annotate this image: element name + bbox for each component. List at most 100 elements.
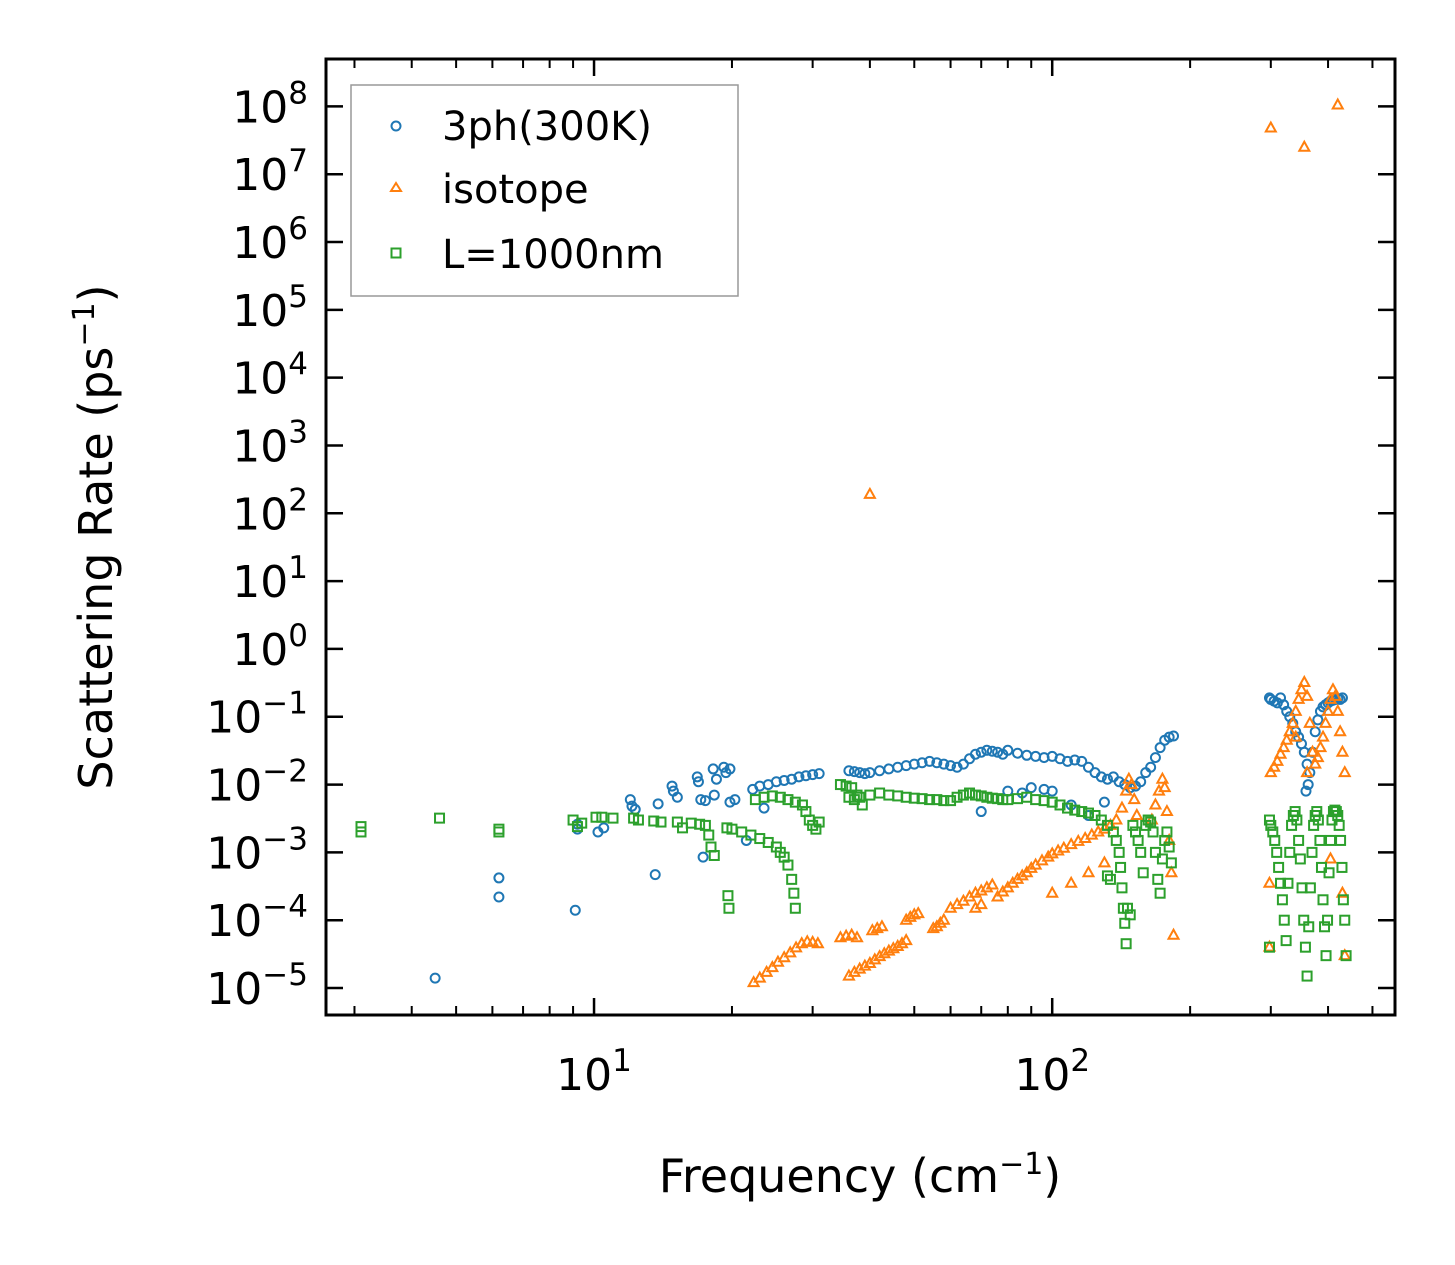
data-point-boundary xyxy=(924,794,936,806)
data-point-3ph xyxy=(1082,761,1094,773)
data-point-3ph xyxy=(1149,752,1161,764)
data-point-boundary xyxy=(1161,826,1173,838)
data-point-3ph xyxy=(778,774,790,786)
plot-frame xyxy=(324,57,1397,1017)
data-point-isotope xyxy=(1291,691,1306,704)
data-point-boundary xyxy=(931,794,943,806)
data-point-isotope xyxy=(1335,885,1350,898)
legend-label-boundary: L=1000nm xyxy=(442,232,664,278)
data-point-isotope xyxy=(1321,703,1335,716)
data-point-3ph xyxy=(813,768,825,780)
data-point-isotope xyxy=(1323,691,1338,704)
data-point-boundary xyxy=(1304,882,1316,894)
data-point-boundary xyxy=(796,799,808,811)
data-point-boundary xyxy=(434,812,446,824)
data-point-isotope xyxy=(930,919,944,932)
data-point-boundary xyxy=(1104,873,1116,885)
data-point-3ph xyxy=(569,904,581,916)
data-point-boundary xyxy=(1339,914,1351,926)
data-point-boundary xyxy=(916,793,928,805)
data-point-3ph xyxy=(729,794,741,806)
data-point-boundary xyxy=(813,816,825,828)
data-point-boundary xyxy=(1062,802,1074,814)
data-point-boundary xyxy=(1132,834,1144,846)
data-point-3ph xyxy=(692,776,704,788)
data-point-boundary xyxy=(782,794,794,806)
data-point-isotope xyxy=(1264,120,1278,133)
data-point-isotope xyxy=(811,936,825,949)
data-point-isotope xyxy=(1311,750,1325,763)
data-point-isotope xyxy=(1276,740,1291,753)
data-point-3ph xyxy=(724,763,736,775)
y-tick-label: 108 xyxy=(232,75,308,133)
data-point-3ph xyxy=(1302,779,1314,791)
data-point-3ph xyxy=(710,773,722,785)
data-point-3ph xyxy=(493,872,505,884)
data-point-boundary xyxy=(493,826,505,838)
data-point-3ph xyxy=(1135,776,1147,788)
data-point-isotope xyxy=(1335,744,1350,757)
x-tick-label: 101 xyxy=(556,1043,632,1101)
data-point-boundary xyxy=(1291,814,1303,826)
data-point-boundary xyxy=(1163,841,1175,853)
data-point-isotope xyxy=(872,949,887,962)
data-point-boundary xyxy=(1269,834,1281,846)
ticks-layer: 10−5 10−4 10−3 10−2 10−1 100 101 102 103 104 105 10… xyxy=(206,59,1395,1101)
data-point-3ph xyxy=(695,794,707,806)
data-point-isotope xyxy=(1267,759,1281,772)
legend-label-3ph: 3ph(300K) xyxy=(442,104,652,150)
data-point-isotope xyxy=(1164,865,1179,878)
data-point-isotope xyxy=(1289,729,1303,742)
data-point-isotope xyxy=(1273,746,1288,759)
data-point-isotope xyxy=(1297,139,1312,152)
data-point-boundary xyxy=(908,792,920,804)
data-point-isotope xyxy=(937,912,951,925)
data-point-isotope xyxy=(1130,807,1144,820)
data-point-boundary xyxy=(1127,819,1139,831)
data-point-boundary xyxy=(1113,846,1125,858)
data-point-3ph xyxy=(975,806,987,818)
data-point-3ph xyxy=(758,802,770,814)
data-point-isotope xyxy=(907,907,921,920)
data-point-boundary xyxy=(975,790,987,802)
data-point-isotope xyxy=(1338,765,1352,778)
data-point-3ph xyxy=(854,767,866,779)
data-point-boundary xyxy=(1101,819,1113,831)
data-point-3ph xyxy=(1002,744,1014,756)
data-point-boundary xyxy=(1154,887,1166,899)
data-point-boundary xyxy=(1337,894,1349,906)
data-point-boundary xyxy=(1276,894,1288,906)
data-point-boundary xyxy=(1319,921,1331,933)
data-point-isotope xyxy=(1064,875,1078,888)
y-tick-label: 105 xyxy=(232,279,308,337)
data-point-isotope xyxy=(1294,682,1309,695)
y-axis-title-sup: −1 xyxy=(67,302,102,346)
data-point-isotope xyxy=(852,961,867,974)
data-point-boundary xyxy=(1335,834,1347,846)
legend-marker-boundary xyxy=(390,247,402,259)
data-point-boundary xyxy=(1323,867,1335,879)
legend-box xyxy=(350,84,739,297)
data-point-boundary xyxy=(655,816,667,828)
data-point-boundary xyxy=(938,795,950,807)
data-point-isotope xyxy=(899,933,913,946)
data-point-boundary xyxy=(723,902,735,914)
data-point-isotope xyxy=(877,946,891,959)
data-point-isotope xyxy=(1127,792,1141,805)
data-point-boundary xyxy=(964,787,976,799)
y-tick-label: 10−4 xyxy=(206,889,308,947)
data-point-boundary xyxy=(1135,846,1147,858)
data-point-boundary xyxy=(786,873,798,885)
data-point-boundary xyxy=(1278,914,1290,926)
data-point-boundary xyxy=(1294,853,1306,865)
data-point-boundary xyxy=(576,817,588,829)
data-point-3ph xyxy=(1069,754,1081,766)
data-point-boundary xyxy=(1101,870,1113,882)
x-axis-title-suffix: ) xyxy=(1043,1149,1061,1203)
data-point-3ph xyxy=(1163,731,1175,743)
data-point-3ph xyxy=(652,798,664,810)
data-point-boundary xyxy=(1054,799,1066,811)
data-point-3ph xyxy=(975,746,987,758)
svg-text:Scattering Rate (ps−1): Scattering Rate (ps−1) xyxy=(67,284,123,789)
data-point-boundary xyxy=(1333,819,1345,831)
